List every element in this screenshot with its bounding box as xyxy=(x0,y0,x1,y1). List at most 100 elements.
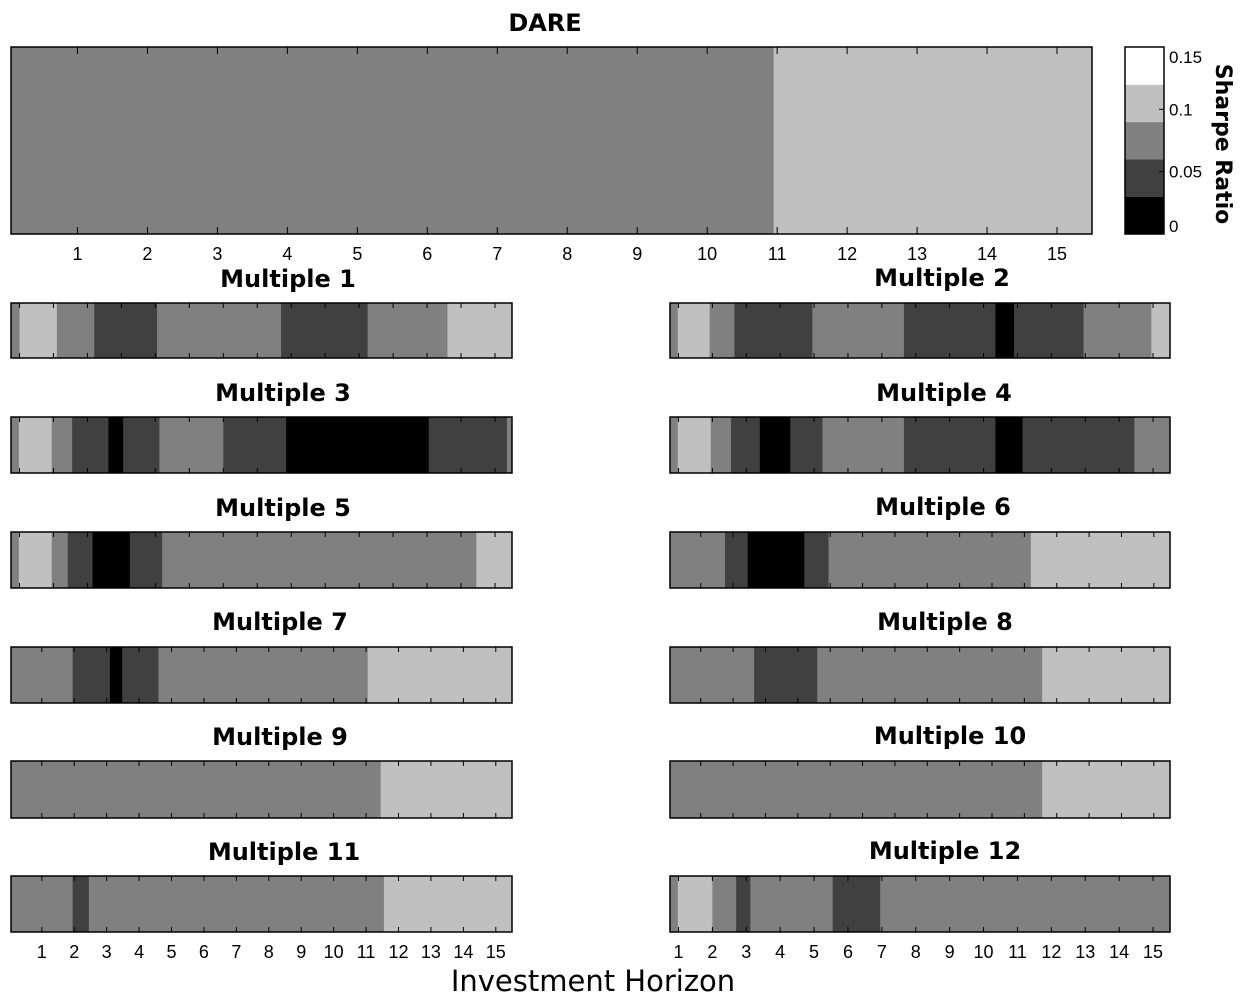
x-tick-label: 15 xyxy=(486,942,506,962)
panel-frame xyxy=(669,302,1171,359)
heatmap-cell xyxy=(995,303,1015,358)
panel-frame xyxy=(10,416,513,474)
panel-11: Multiple 10 xyxy=(669,722,1171,819)
heatmap-cell xyxy=(51,532,69,588)
x-axis-label: Investment Horizon xyxy=(451,964,735,996)
heatmap-cell xyxy=(380,761,513,818)
heatmap-cell xyxy=(712,876,737,932)
panel-4: Multiple 3 xyxy=(10,379,513,474)
x-tick-label: 11 xyxy=(357,942,376,962)
heatmap-cell xyxy=(159,417,224,473)
x-tick-label: 13 xyxy=(907,244,927,264)
x-tick-label: 8 xyxy=(562,244,572,264)
heatmap-cell xyxy=(223,417,287,473)
panel-frame xyxy=(10,646,513,704)
panel-title: Multiple 12 xyxy=(869,837,1021,865)
x-tick-label: 13 xyxy=(1075,942,1095,962)
heatmap-cell xyxy=(11,647,74,703)
heatmap-cell xyxy=(157,303,282,358)
heatmap-cell xyxy=(734,303,813,358)
x-tick-label: 11 xyxy=(768,244,787,264)
x-tick-label: 12 xyxy=(388,942,408,962)
x-tick-label: 5 xyxy=(809,942,819,962)
heatmap-cell xyxy=(11,47,775,234)
colorbar: 0.15 0.1 0.05 0 Sharpe Ratio xyxy=(1124,46,1235,236)
colorbar-frame xyxy=(1124,46,1165,235)
x-tick-label: 10 xyxy=(697,244,717,264)
heatmap-cell xyxy=(476,532,513,588)
panel-12: Multiple 111 2 3 4 5 6 7 8 9 10 11 12 13 14 15 xyxy=(10,838,513,962)
x-tick-label: 9 xyxy=(296,942,306,962)
heatmap-cell xyxy=(677,303,711,358)
x-tick-label: 11 xyxy=(1008,942,1027,962)
x-tick-label: 7 xyxy=(231,942,241,962)
panel-title: Multiple 5 xyxy=(215,494,351,522)
heatmap-cell xyxy=(995,417,1023,473)
panel-8: Multiple 7 xyxy=(10,608,513,704)
heatmap-cell xyxy=(670,876,679,932)
heatmap-cell xyxy=(19,303,58,358)
panel-title: Multiple 4 xyxy=(876,379,1012,407)
heatmap-cell xyxy=(1134,417,1171,473)
panel-title: Multiple 1 xyxy=(220,265,356,293)
panel-6: Multiple 5 xyxy=(10,494,513,589)
heatmap-cell xyxy=(828,532,1032,588)
colorbar-title: Sharpe Ratio xyxy=(1210,64,1235,225)
x-tick-label: 10 xyxy=(324,942,344,962)
panel-title: Multiple 3 xyxy=(215,379,351,407)
heatmap-cell xyxy=(1042,647,1171,703)
panel-frame xyxy=(10,531,513,589)
heatmap-cell xyxy=(670,761,1043,818)
heatmap-cell xyxy=(1014,303,1084,358)
colorbar-level xyxy=(1125,47,1164,85)
heatmap-cell xyxy=(790,417,823,473)
panel-frame xyxy=(10,46,1093,235)
panel-frame xyxy=(669,760,1171,819)
x-tick-label: 15 xyxy=(1143,942,1163,962)
heatmap-cell xyxy=(903,417,996,473)
heatmap-cell xyxy=(56,303,95,358)
x-tick-label: 12 xyxy=(1041,942,1061,962)
x-tick-label: 5 xyxy=(352,244,362,264)
heatmap-cell xyxy=(710,417,732,473)
heatmap-cell xyxy=(109,647,123,703)
x-tick-label: 9 xyxy=(945,942,955,962)
x-tick-label: 1 xyxy=(673,942,683,962)
heatmap-cell xyxy=(18,417,53,473)
heatmap-cell xyxy=(18,532,53,588)
heatmap-cell xyxy=(759,417,791,473)
panel-10: Multiple 9 xyxy=(10,723,513,819)
x-tick-label: 14 xyxy=(1109,942,1129,962)
panel-title: Multiple 7 xyxy=(212,608,348,636)
x-tick-label: 4 xyxy=(775,942,785,962)
panel-3: Multiple 2 xyxy=(669,264,1171,359)
heatmap-cell xyxy=(1083,303,1152,358)
x-tick-label: 6 xyxy=(199,942,209,962)
heatmap-cell xyxy=(670,417,679,473)
x-tick-label: 3 xyxy=(212,244,222,264)
panel-title: Multiple 11 xyxy=(208,838,360,866)
heatmap-cell xyxy=(677,876,713,932)
heatmap-cell xyxy=(750,876,834,932)
heatmap-cell xyxy=(670,532,726,588)
heatmap-cell xyxy=(747,532,805,588)
x-tick-label: 15 xyxy=(1047,244,1067,264)
x-tick-label: 4 xyxy=(134,942,144,962)
x-tick-label: 8 xyxy=(911,942,921,962)
x-tick-label: 6 xyxy=(843,942,853,962)
heatmap-cell xyxy=(903,303,996,358)
heatmap-cell xyxy=(677,417,712,473)
panel-frame xyxy=(669,646,1171,704)
heatmap-cell xyxy=(11,761,382,818)
panel-13: Multiple 121 2 3 4 5 6 7 8 9 10 11 12 13 14 15 xyxy=(669,837,1171,962)
heatmap-cell xyxy=(506,417,513,473)
heatmap-cell xyxy=(94,303,158,358)
colorbar-level xyxy=(1125,84,1164,123)
heatmap-cell xyxy=(122,647,159,703)
heatmap-cell xyxy=(880,876,1171,932)
x-tick-label: 1 xyxy=(37,942,47,962)
panel-title: Multiple 9 xyxy=(212,723,348,751)
